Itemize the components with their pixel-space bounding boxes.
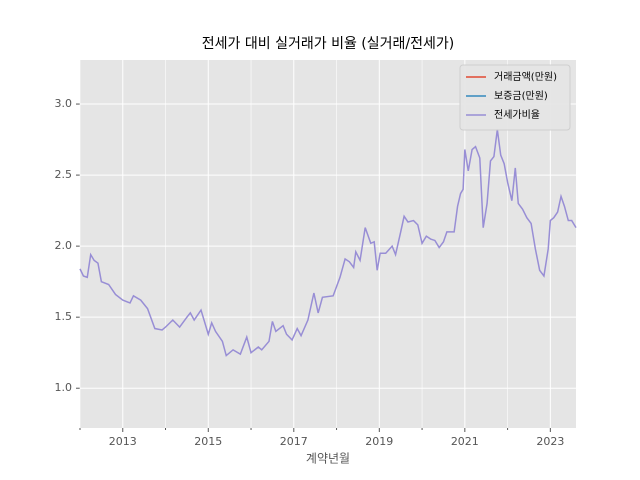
y-tick-label: 3.0 <box>55 97 73 110</box>
legend-label: 거래금액(만원) <box>494 71 557 83</box>
chart-title: 전세가 대비 실거래가 비율 (실거래/전세가) <box>202 36 454 52</box>
x-tick-label: 2017 <box>280 435 308 448</box>
y-tick-label: 1.5 <box>55 310 73 323</box>
y-tick-label: 2.5 <box>55 168 73 181</box>
x-tick-label: 2013 <box>109 435 137 448</box>
x-tick-label: 2015 <box>194 435 222 448</box>
legend-box <box>459 64 571 131</box>
x-tick-label: 2021 <box>451 435 479 448</box>
y-tick-label: 2.0 <box>55 239 73 252</box>
legend-label: 전세가비율 <box>494 109 540 121</box>
x-tick-label: 2023 <box>536 435 564 448</box>
legend-label: 보증금(만원) <box>494 90 548 102</box>
y-tick-label: 1.0 <box>55 381 73 394</box>
x-tick-label: 2019 <box>365 435 393 448</box>
data-line <box>79 129 577 357</box>
x-axis-label: 계약년월 <box>306 451 350 466</box>
